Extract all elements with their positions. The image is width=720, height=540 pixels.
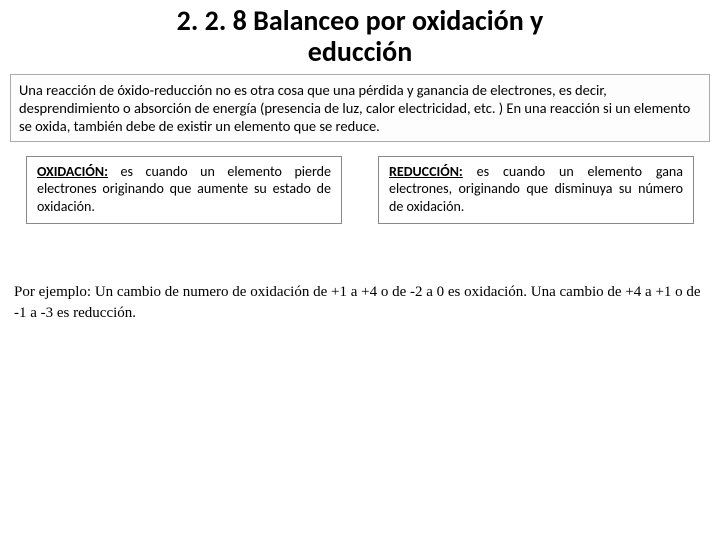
slide-title: 2. 2. 8 Balanceo por oxidación y educció… <box>0 0 720 70</box>
definitions-row: OXIDACIÓN: es cuando un elemento pierde … <box>26 156 694 225</box>
reduccion-term: REDUCCIÓN: <box>389 163 463 180</box>
oxidacion-box: OXIDACIÓN: es cuando un elemento pierde … <box>26 156 342 225</box>
title-line-2: educción <box>308 34 413 69</box>
title-line-1: 2. 2. 8 Balanceo por oxidación y <box>177 3 544 38</box>
reduccion-box: REDUCCIÓN: es cuando un elemento gana el… <box>378 156 694 225</box>
intro-paragraph-box: Una reacción de óxido-reducción no es ot… <box>10 74 710 142</box>
example-text: Por ejemplo: Un cambio de numero de oxid… <box>14 284 701 320</box>
oxidacion-term: OXIDACIÓN: <box>37 163 108 180</box>
intro-text: Una reacción de óxido-reducción no es ot… <box>19 81 690 135</box>
example-paragraph: Por ejemplo: Un cambio de numero de oxid… <box>14 282 706 323</box>
